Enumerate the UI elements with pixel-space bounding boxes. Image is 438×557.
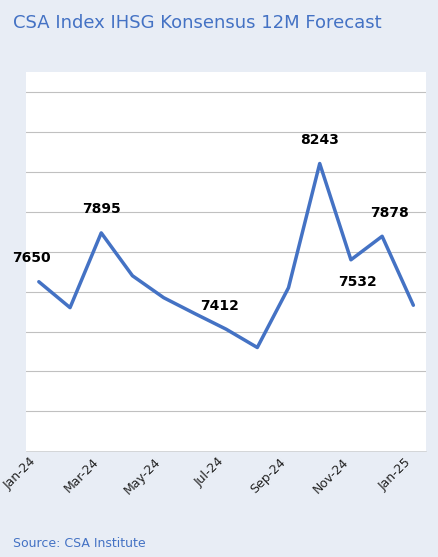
Text: 7532: 7532 bbox=[338, 275, 376, 289]
Text: Source: CSA Institute: Source: CSA Institute bbox=[13, 538, 145, 550]
Text: 7650: 7650 bbox=[13, 251, 51, 265]
Text: 7895: 7895 bbox=[81, 202, 120, 216]
Text: CSA Index IHSG Konsensus 12M Forecast: CSA Index IHSG Konsensus 12M Forecast bbox=[13, 14, 381, 32]
Text: 7412: 7412 bbox=[199, 299, 238, 312]
Text: 7878: 7878 bbox=[369, 206, 407, 219]
Text: 8243: 8243 bbox=[300, 133, 339, 147]
